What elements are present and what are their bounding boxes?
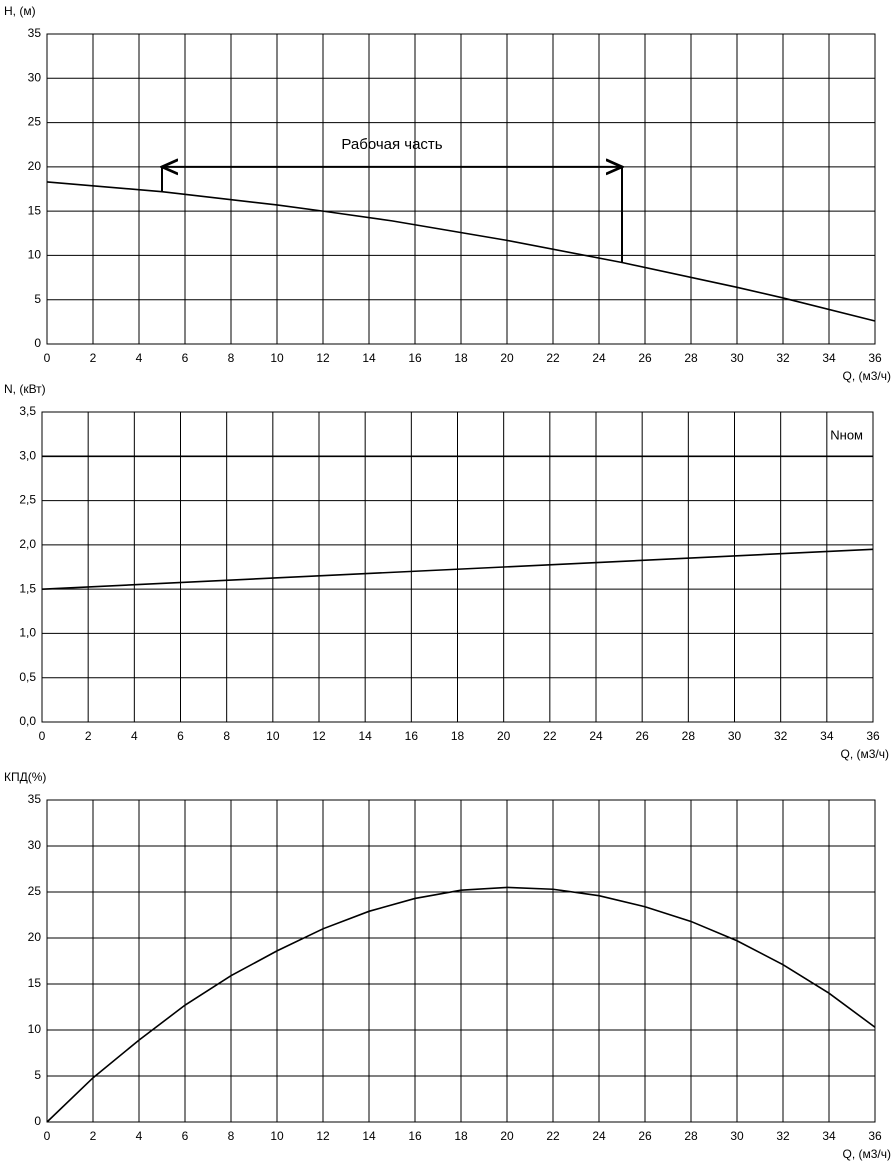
plot-frame — [46, 33, 876, 345]
x-tick-label: 0 — [44, 351, 51, 365]
x-tick-label: 28 — [684, 351, 698, 365]
x-tick-label: 10 — [266, 729, 280, 743]
x-axis-title: Q, (м3/ч) — [840, 747, 889, 761]
x-tick-label: 2 — [85, 729, 92, 743]
data-line — [41, 548, 874, 590]
x-tick-label: 10 — [270, 1129, 284, 1143]
x-tick-label: 24 — [592, 1129, 606, 1143]
x-tick-label: 24 — [592, 351, 606, 365]
y-axis-title: N, (кВт) — [4, 382, 46, 396]
y-tick-label: 30 — [28, 70, 42, 84]
x-tick-label: 4 — [131, 729, 138, 743]
x-tick-label: 6 — [177, 729, 184, 743]
y-axis-title: H, (м) — [4, 4, 36, 18]
data-line — [46, 181, 876, 322]
x-axis-title: Q, (м3/ч) — [842, 1147, 891, 1161]
y-tick-label: 0 — [34, 1114, 41, 1128]
x-tick-label: 16 — [408, 1129, 422, 1143]
y-tick-label: 0,0 — [19, 714, 36, 728]
y-tick-label: 0 — [34, 336, 41, 350]
y-tick-label: 15 — [28, 976, 42, 990]
x-tick-label: 32 — [776, 1129, 790, 1143]
data-line — [46, 886, 876, 1123]
y-tick-label: 15 — [28, 203, 42, 217]
plot-frame — [46, 799, 876, 1123]
x-tick-label: 0 — [44, 1129, 51, 1143]
x-tick-label: 14 — [362, 351, 376, 365]
series-label: Nном — [830, 428, 863, 443]
x-tick-label: 2 — [90, 351, 97, 365]
x-tick-label: 16 — [405, 729, 419, 743]
x-tick-label: 22 — [546, 351, 560, 365]
y-tick-label: 2,0 — [19, 537, 36, 551]
x-tick-label: 16 — [408, 351, 422, 365]
x-tick-label: 36 — [868, 1129, 882, 1143]
x-tick-label: 8 — [223, 729, 230, 743]
y-tick-label: 3,5 — [19, 404, 36, 418]
x-axis-title: Q, (м3/ч) — [842, 369, 891, 383]
x-tick-label: 34 — [822, 351, 836, 365]
annotation-text: Рабочая часть — [341, 136, 442, 153]
y-tick-label: 5 — [34, 292, 41, 306]
x-tick-label: 8 — [228, 1129, 235, 1143]
x-tick-label: 30 — [730, 1129, 744, 1143]
x-tick-label: 28 — [682, 729, 696, 743]
x-tick-label: 34 — [822, 1129, 836, 1143]
x-tick-label: 12 — [316, 1129, 330, 1143]
x-tick-label: 36 — [866, 729, 880, 743]
x-tick-label: 18 — [454, 1129, 468, 1143]
y-tick-label: 25 — [28, 115, 42, 129]
x-tick-label: 30 — [728, 729, 742, 743]
y-axis-title: КПД(%) — [4, 770, 46, 784]
x-tick-label: 32 — [776, 351, 790, 365]
x-tick-label: 18 — [451, 729, 465, 743]
x-tick-label: 24 — [589, 729, 603, 743]
x-tick-label: 14 — [362, 1129, 376, 1143]
x-tick-label: 4 — [136, 1129, 143, 1143]
x-tick-label: 0 — [39, 729, 46, 743]
y-tick-label: 1,0 — [19, 626, 36, 640]
plot-frame — [41, 411, 874, 723]
y-tick-label: 10 — [28, 1022, 42, 1036]
x-tick-label: 2 — [90, 1129, 97, 1143]
x-tick-label: 20 — [500, 351, 514, 365]
y-tick-label: 25 — [28, 884, 42, 898]
x-tick-label: 20 — [497, 729, 511, 743]
x-tick-label: 8 — [228, 351, 235, 365]
x-tick-label: 10 — [270, 351, 284, 365]
x-tick-label: 26 — [635, 729, 649, 743]
x-tick-label: 12 — [316, 351, 330, 365]
x-tick-label: 12 — [312, 729, 326, 743]
y-tick-label: 35 — [28, 26, 42, 40]
y-tick-label: 5 — [34, 1068, 41, 1082]
x-tick-label: 18 — [454, 351, 468, 365]
x-tick-label: 22 — [546, 1129, 560, 1143]
y-tick-label: 20 — [28, 159, 42, 173]
x-tick-label: 34 — [820, 729, 834, 743]
x-tick-label: 14 — [358, 729, 372, 743]
x-tick-label: 30 — [730, 351, 744, 365]
x-tick-label: 36 — [868, 351, 882, 365]
y-tick-label: 0,5 — [19, 670, 36, 684]
x-tick-label: 4 — [136, 351, 143, 365]
y-tick-label: 3,0 — [19, 448, 36, 462]
x-tick-label: 26 — [638, 351, 652, 365]
y-tick-label: 30 — [28, 838, 42, 852]
y-tick-label: 10 — [28, 248, 42, 262]
y-tick-label: 35 — [28, 792, 42, 806]
x-tick-label: 28 — [684, 1129, 698, 1143]
x-tick-label: 32 — [774, 729, 788, 743]
x-tick-label: 6 — [182, 1129, 189, 1143]
x-tick-label: 6 — [182, 351, 189, 365]
x-tick-label: 26 — [638, 1129, 652, 1143]
y-tick-label: 20 — [28, 930, 42, 944]
y-tick-label: 1,5 — [19, 581, 36, 595]
y-tick-label: 2,5 — [19, 493, 36, 507]
x-tick-label: 20 — [500, 1129, 514, 1143]
x-tick-label: 22 — [543, 729, 557, 743]
